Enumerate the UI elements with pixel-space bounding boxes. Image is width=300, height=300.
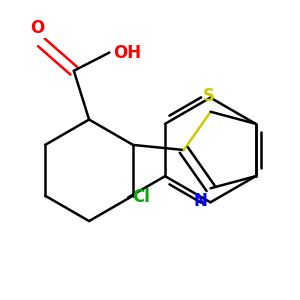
Text: Cl: Cl <box>132 188 150 206</box>
Text: S: S <box>202 87 214 105</box>
Text: O: O <box>30 19 44 37</box>
Text: N: N <box>194 192 207 210</box>
Text: OH: OH <box>113 44 142 62</box>
